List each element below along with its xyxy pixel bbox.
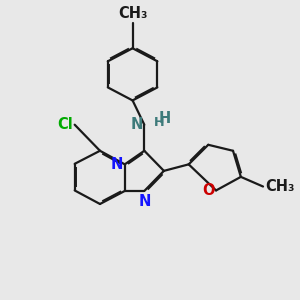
Text: N: N — [138, 194, 151, 209]
Text: H: H — [154, 116, 165, 129]
Text: N: N — [111, 157, 124, 172]
Text: CH₃: CH₃ — [118, 6, 147, 21]
Text: Cl: Cl — [57, 117, 73, 132]
Text: H: H — [159, 111, 171, 126]
Text: N: N — [130, 117, 143, 132]
Text: CH₃: CH₃ — [266, 179, 295, 194]
Text: O: O — [202, 183, 215, 198]
